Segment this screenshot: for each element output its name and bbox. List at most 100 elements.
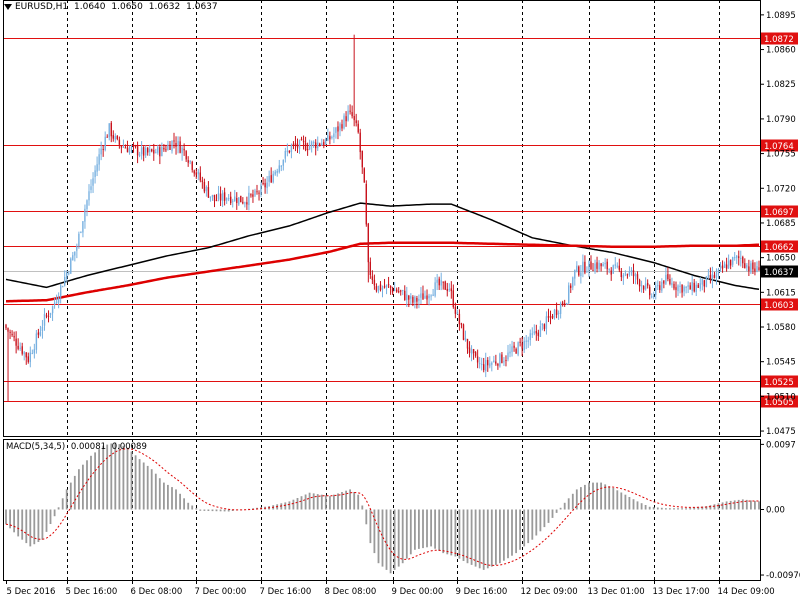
macd-bar: [458, 509, 461, 559]
candle-body: [230, 196, 232, 204]
level-label: 1.0505: [764, 398, 794, 408]
macd-bar: [669, 508, 671, 510]
candle-body: [616, 265, 618, 267]
macd-bar: [604, 484, 607, 510]
macd-bar: [693, 507, 696, 510]
macd-name: MACD(5,34,5): [6, 442, 66, 452]
candle-body: [88, 191, 90, 201]
candle-body: [177, 140, 179, 147]
macd-bar: [709, 505, 712, 510]
candle-body: [450, 288, 452, 292]
x-tick-label: 5 Dec 16:00: [66, 587, 118, 597]
macd-bar: [511, 509, 513, 556]
candle-body: [142, 147, 145, 156]
high-value: 1.0650: [111, 2, 143, 12]
candle-body: [699, 283, 701, 289]
candle-body: [126, 147, 129, 153]
candle-body: [472, 349, 475, 353]
macd-bar: [434, 509, 436, 549]
candle-body: [94, 170, 96, 177]
candle-body: [353, 116, 355, 121]
candle-body: [19, 347, 21, 349]
candle-body: [331, 136, 333, 139]
macd-bar: [652, 507, 655, 510]
candle-body: [523, 340, 525, 350]
candle-body: [709, 275, 712, 280]
candle-body: [232, 200, 234, 202]
macd-bar: [337, 493, 339, 510]
candle-body: [586, 271, 588, 273]
candle-body: [27, 356, 29, 362]
macd-bar: [369, 509, 372, 544]
candle-body: [491, 362, 493, 365]
candle-body: [147, 147, 149, 153]
candle-body: [695, 284, 697, 293]
candle-body: [642, 286, 645, 290]
candle-body: [136, 146, 139, 156]
candle-body: [221, 193, 224, 201]
chevron-down-icon[interactable]: [4, 3, 12, 10]
candle-body: [41, 326, 44, 331]
candle-body: [570, 285, 572, 288]
candle-body: [485, 360, 487, 371]
candle-body: [49, 312, 52, 316]
candle-body: [294, 143, 297, 146]
candle-body: [361, 150, 363, 168]
candle-body: [618, 265, 620, 270]
candle-body: [691, 282, 693, 291]
candle-body: [274, 171, 276, 175]
candle-body: [432, 294, 434, 296]
macd-bar: [146, 465, 149, 510]
macd-bar: [442, 509, 445, 554]
ma-slow-line: [5, 202, 760, 291]
candle-body: [513, 345, 515, 348]
x-tick-label: 7 Dec 00:00: [195, 587, 247, 597]
macd-bar: [118, 444, 121, 510]
candle-body: [55, 301, 58, 303]
candle-body: [723, 263, 726, 268]
macd-bar: [288, 501, 291, 510]
candle-body: [703, 280, 705, 287]
candle-body: [677, 285, 679, 292]
candle-body: [588, 260, 590, 271]
macd-bar: [741, 499, 744, 510]
candle-body: [375, 286, 378, 291]
candle-body: [90, 186, 92, 190]
macd-bar: [701, 506, 704, 510]
candle-body: [750, 263, 752, 273]
candle-body: [209, 196, 212, 199]
candle-body: [404, 290, 406, 300]
candle-body: [628, 271, 631, 275]
candle-body: [495, 361, 497, 364]
candle-body: [679, 285, 681, 287]
close-value: 1.0637: [186, 2, 218, 12]
candle-body: [359, 132, 361, 153]
macd-bar: [308, 492, 311, 510]
level-label: 1.0662: [764, 243, 794, 253]
macd-bar: [438, 509, 441, 551]
candle-body: [422, 293, 424, 300]
candle-body: [551, 316, 554, 319]
candle-body: [673, 283, 675, 289]
candle-body: [519, 341, 521, 343]
macd-bar: [523, 509, 526, 547]
macd-bar: [717, 503, 720, 510]
candle-body: [649, 286, 651, 296]
candle-body: [727, 260, 730, 268]
candle-body: [262, 183, 264, 184]
candle-body: [260, 184, 262, 195]
candle-body: [349, 110, 351, 112]
candle-body: [110, 122, 112, 137]
candle-body: [632, 270, 635, 277]
macd-value-2: 0.00089: [111, 442, 147, 452]
macd-bar: [78, 469, 80, 510]
macd-bar: [142, 462, 145, 510]
candle-body: [630, 269, 633, 273]
y-tick-label: 1.0755: [766, 150, 796, 160]
candle-body: [414, 296, 416, 303]
candle-body: [566, 303, 568, 305]
macd-bar: [324, 495, 327, 510]
candle-body: [306, 149, 309, 151]
y-tick-label: 1.0685: [766, 219, 796, 229]
